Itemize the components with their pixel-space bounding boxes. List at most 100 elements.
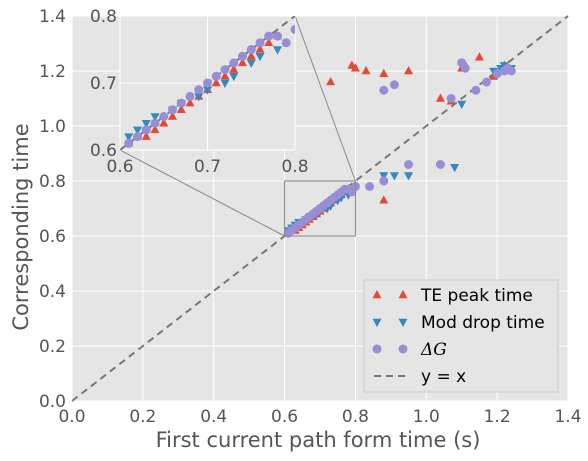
data-point <box>435 160 445 169</box>
data-point <box>379 68 389 77</box>
inset-data-point <box>211 78 221 87</box>
inset-y-tick-label: 0.8 <box>90 7 117 27</box>
inset-data-point <box>124 138 134 148</box>
data-point <box>326 77 336 86</box>
inset-data-point <box>141 125 151 135</box>
data-point <box>474 52 484 61</box>
inset-plot-area: 0.6 0.7 0.8 0.6 0.7 0.8 <box>90 7 356 237</box>
data-point <box>404 66 414 75</box>
data-point <box>482 77 492 87</box>
inset-data-point <box>273 46 282 55</box>
data-point <box>404 160 414 169</box>
inset-data-point <box>168 111 177 120</box>
y-tick-label: 0.0 <box>39 392 66 412</box>
inset-data-point <box>150 124 160 134</box>
data-point <box>435 93 445 102</box>
x-tick-label: 1.2 <box>484 407 511 427</box>
legend-marker <box>372 344 382 354</box>
inset-data-point <box>229 73 239 82</box>
inset-data-point <box>124 133 134 142</box>
inset-data-point <box>255 38 265 48</box>
legend-label: y = x <box>421 367 466 387</box>
data-point <box>471 85 481 95</box>
data-point <box>389 172 399 181</box>
inset-data-point <box>159 118 169 127</box>
inset-data-point <box>133 132 142 142</box>
data-point <box>379 172 389 181</box>
data-point <box>379 195 389 204</box>
data-point <box>365 182 375 191</box>
data-point <box>404 172 414 181</box>
data-point <box>389 80 399 90</box>
zoom-box <box>284 180 356 237</box>
zoom-connector <box>119 149 285 237</box>
y-tick-label: 0.6 <box>39 227 66 247</box>
legend-label: TE peak time <box>420 286 533 306</box>
y-tick-label: 1.2 <box>39 62 66 82</box>
inset-data-point <box>141 119 151 129</box>
inset-y-tick-label: 0.7 <box>90 74 117 94</box>
y-tick-label: 1.0 <box>39 117 66 137</box>
data-point <box>350 63 360 72</box>
data-point <box>457 100 467 109</box>
inset-data-point <box>255 52 265 62</box>
inset-data-point <box>220 71 230 80</box>
inset-y-tick-label: 0.6 <box>90 141 117 161</box>
inset-x-tick-label: 0.6 <box>106 157 133 177</box>
main-plot-area: 0.0 0.2 0.4 0.6 0.8 1.0 1.2 1.4 0.0 0.2 0.4 0.6 0.8 1… <box>39 7 582 427</box>
x-tick-label: 0.6 <box>271 407 298 427</box>
inset-data-point <box>176 98 186 108</box>
inset-data-point <box>229 58 239 68</box>
data-point <box>450 164 460 173</box>
inset-data-point <box>185 91 195 101</box>
data-point <box>460 63 470 73</box>
data-point <box>379 85 389 95</box>
inset-data-point <box>159 112 169 121</box>
data-point <box>506 66 516 76</box>
inset-data-point <box>281 38 291 48</box>
inset-data-point <box>168 105 177 115</box>
y-tick-label: 0.4 <box>39 282 66 302</box>
inset-data-point <box>273 31 282 41</box>
x-tick-label: 0.0 <box>58 407 85 427</box>
inset-data-point <box>229 64 239 73</box>
x-tick-label: 0.2 <box>129 407 156 427</box>
y-axis-label: Corresponding time <box>9 123 33 330</box>
inset-data-point <box>246 51 256 60</box>
legend-marker <box>372 290 382 299</box>
inset-data-point <box>238 51 247 61</box>
y-tick-label: 1.4 <box>39 7 66 27</box>
y-tick-label: 0.8 <box>39 172 66 192</box>
data-point <box>492 69 502 79</box>
legend-box <box>363 279 559 393</box>
x-axis-label: First current path form time (s) <box>156 428 481 452</box>
y-tick-label: 0.2 <box>39 337 66 357</box>
data-point <box>347 187 357 197</box>
inset-data-point <box>238 57 247 67</box>
inset-data-point <box>290 24 295 34</box>
inset-data-point <box>246 59 256 68</box>
inset-data-point <box>220 65 230 75</box>
x-tick-label: 0.4 <box>200 407 227 427</box>
inset-data-point <box>150 113 160 122</box>
data-point <box>361 66 371 75</box>
zoom-connector <box>294 15 356 182</box>
data-point <box>379 176 389 186</box>
inset-data-point <box>141 131 151 140</box>
inset-x-tick-label: 0.8 <box>281 157 308 177</box>
legend-marker <box>372 318 382 327</box>
legend-label: ΔG <box>420 340 447 360</box>
inset-data-point <box>194 85 204 95</box>
inset-x-tick-label: 0.7 <box>194 157 221 177</box>
inset-data-point <box>185 98 195 107</box>
inset-data-point <box>194 93 204 102</box>
x-tick-label: 0.8 <box>342 407 369 427</box>
legend-marker <box>398 290 408 299</box>
inset-data-point <box>264 37 274 47</box>
inset-data-point <box>246 45 256 54</box>
legend-label: Mod drop time <box>421 313 545 333</box>
inset-data-point <box>264 31 274 41</box>
inset-data-point <box>255 44 265 53</box>
inset-data-point <box>133 126 142 135</box>
